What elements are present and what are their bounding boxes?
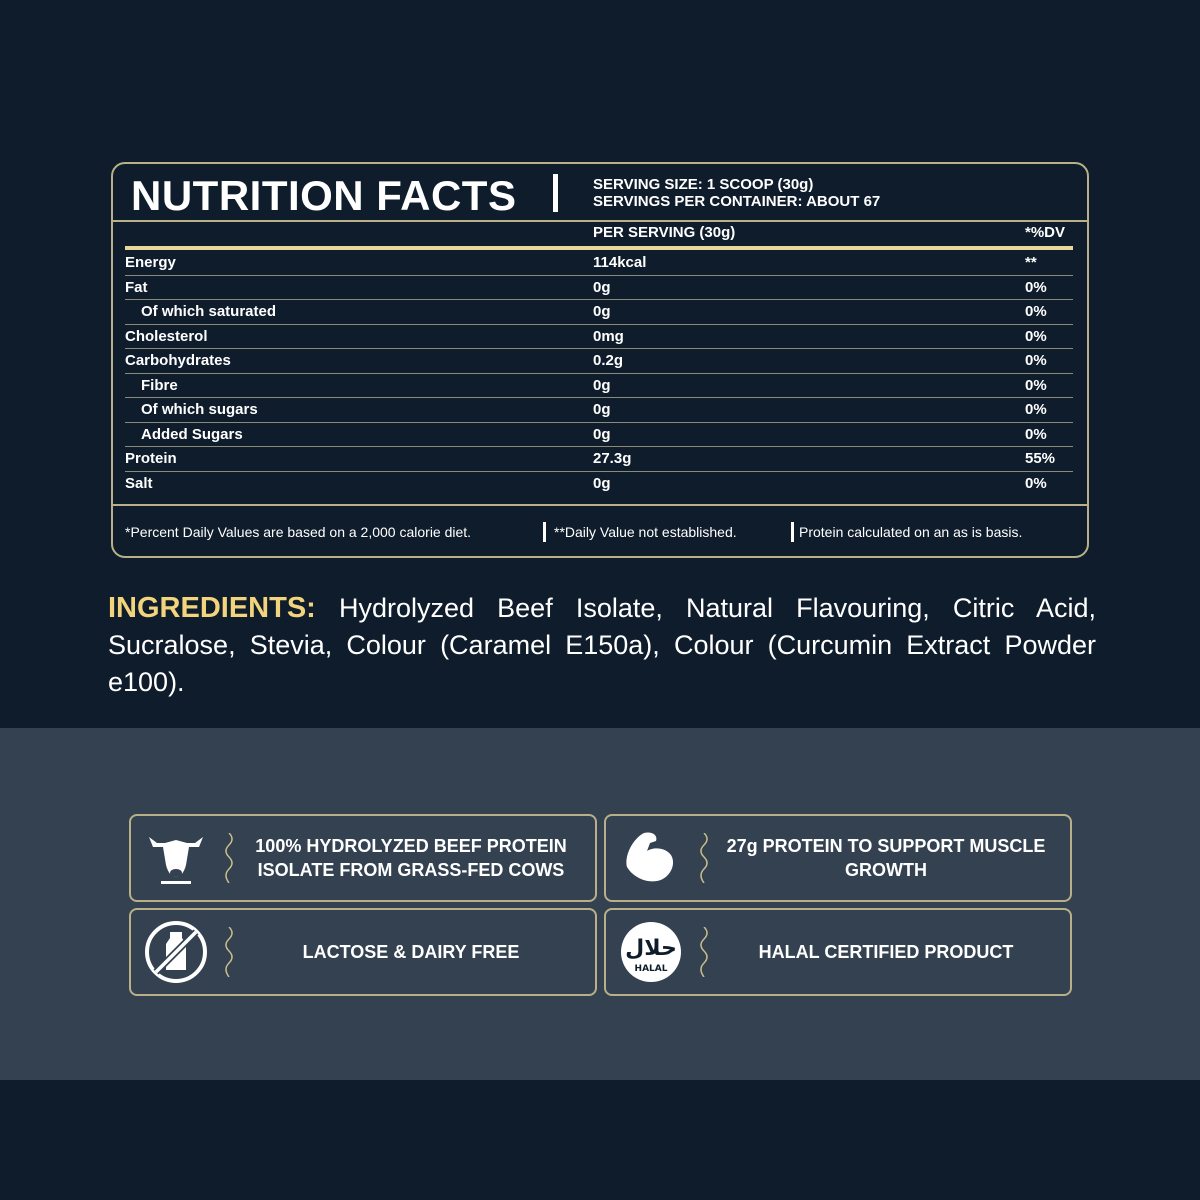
nutrient-label: Cholesterol — [125, 327, 208, 345]
table-row: Cholesterol 0mg 0% — [125, 325, 1073, 349]
feature-text: HALAL CERTIFIED PRODUCT — [758, 942, 1014, 962]
nutrient-dv: 0% — [1025, 278, 1047, 296]
footnote: Protein calculated on an as is basis. — [799, 524, 1023, 540]
wave-divider — [225, 833, 233, 883]
nutrient-dv: 55% — [1025, 450, 1056, 467]
footnotes: *Percent Daily Values are based on a 2,0… — [113, 504, 1087, 542]
feature-card: LACTOSE & DAIRY FREE — [129, 908, 597, 996]
serving-size: SERVING SIZE: 1 SCOOP (30g) — [593, 176, 814, 193]
nutrient-value: 0mg — [593, 327, 624, 345]
feature-text: 100% HYDROLYZED BEEF PROTEIN ISOLATE FRO… — [255, 836, 567, 880]
divider — [791, 522, 794, 542]
footnote: *Percent Daily Values are based on a 2,0… — [125, 524, 472, 540]
wave-divider — [225, 927, 233, 977]
table-row: Of which sugars 0g 0% — [125, 398, 1073, 423]
nutrient-label: Fat — [125, 278, 148, 296]
cow-icon — [131, 827, 221, 889]
nutrient-value: 0g — [593, 376, 611, 394]
table-row: Salt 0g 0% — [125, 472, 1073, 500]
divider — [125, 246, 1073, 250]
feature-text: 27g PROTEIN TO SUPPORT MUSCLE GROWTH — [726, 836, 1046, 880]
divider — [543, 522, 546, 542]
serving-info: SERVING SIZE: 1 SCOOP (30g) SERVINGS PER… — [593, 176, 880, 210]
nutrient-dv: 0% — [1025, 327, 1047, 345]
nutrient-label: Of which sugars — [141, 401, 258, 418]
footnote: **Daily Value not established. — [554, 524, 737, 540]
divider — [113, 220, 1087, 222]
divider — [553, 174, 558, 212]
svg-text:حلال: حلال — [625, 936, 677, 961]
nutrient-value: 0g — [593, 278, 611, 296]
flexed-arm-icon — [606, 829, 696, 887]
nutrient-label: Carbohydrates — [125, 352, 231, 369]
features-band — [0, 728, 1200, 1080]
table-row: Added Sugars 0g 0% — [125, 423, 1073, 447]
nutrient-label: Energy — [125, 254, 176, 271]
nutrient-dv: 0% — [1025, 376, 1047, 394]
halal-badge-text: HALAL — [635, 964, 668, 974]
table-row: Of which saturated 0g 0% — [125, 300, 1073, 325]
nutrient-value: 114kcal — [593, 254, 647, 271]
feature-card: 100% HYDROLYZED BEEF PROTEIN ISOLATE FRO… — [129, 814, 597, 902]
nutrient-dv: 0% — [1025, 425, 1047, 443]
table-row: Fat 0g 0% — [125, 276, 1073, 300]
nutrient-dv: ** — [1025, 254, 1037, 271]
nutrition-title: NUTRITION FACTS — [131, 172, 517, 219]
nutrition-facts-panel: NUTRITION FACTS SERVING SIZE: 1 SCOOP (3… — [111, 162, 1089, 558]
nutrient-value: 27.3g — [593, 450, 632, 467]
feature-card: حلال HALAL HALAL CERTIFIED PRODUCT — [604, 908, 1072, 996]
no-dairy-icon — [131, 920, 221, 984]
wave-divider — [700, 833, 708, 883]
feature-card: 27g PROTEIN TO SUPPORT MUSCLE GROWTH — [604, 814, 1072, 902]
nutrient-dv: 0% — [1025, 352, 1047, 369]
nutrient-label: Protein — [125, 450, 177, 467]
nutrient-label: Salt — [125, 474, 153, 492]
nutrient-dv: 0% — [1025, 474, 1047, 492]
nutrition-table: Energy 114kcal ** Fat 0g 0% Of which saturated… — [125, 251, 1073, 500]
wave-divider — [700, 927, 708, 977]
feature-text: LACTOSE & DAIRY FREE — [302, 942, 520, 962]
nutrient-label: Added Sugars — [141, 425, 243, 443]
table-row: Energy 114kcal ** — [125, 251, 1073, 276]
nutrient-dv: 0% — [1025, 303, 1047, 320]
nutrient-label: Of which saturated — [141, 303, 277, 320]
nutrient-value: 0g — [593, 474, 611, 492]
nutrient-dv: 0% — [1025, 401, 1047, 418]
servings-per-container: SERVINGS PER CONTAINER: ABOUT 67 — [593, 193, 881, 210]
ingredients-text: Hydrolyzed Beef Isolate, Natural Flavour… — [108, 593, 1096, 697]
ingredients: INGREDIENTS: Hydrolyzed Beef Isolate, Na… — [108, 590, 1096, 701]
halal-icon: حلال HALAL — [606, 921, 696, 983]
table-row: Fibre 0g 0% — [125, 374, 1073, 398]
nutrient-value: 0g — [593, 401, 611, 418]
nutrient-value: 0g — [593, 303, 611, 320]
column-dv: *%DV — [1025, 224, 1066, 241]
ingredients-label: INGREDIENTS: — [108, 592, 316, 624]
column-per-serving: PER SERVING (30g) — [593, 224, 736, 241]
nutrient-value: 0g — [593, 425, 611, 443]
table-row: Protein 27.3g 55% — [125, 447, 1073, 472]
nutrient-label: Fibre — [141, 376, 178, 394]
table-row: Carbohydrates 0.2g 0% — [125, 349, 1073, 374]
nutrient-value: 0.2g — [593, 352, 624, 369]
